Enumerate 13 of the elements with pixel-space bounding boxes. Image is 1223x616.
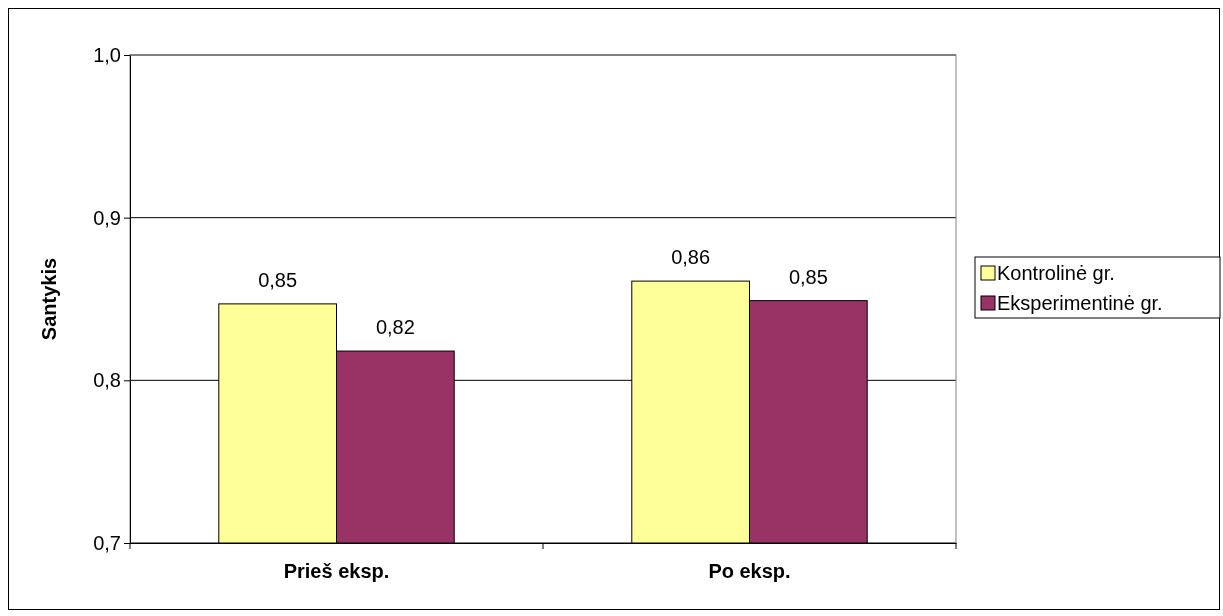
y-tick-label: 0,8 xyxy=(93,369,121,392)
data-label: 0,85 xyxy=(788,265,828,288)
data-label: 0,86 xyxy=(671,246,711,269)
x-tick-label: Prieš eksp. xyxy=(283,560,390,582)
y-axis-title: Santykis xyxy=(38,257,60,341)
y-tick-label: 0,9 xyxy=(93,206,121,229)
y-tick-label: 0,7 xyxy=(93,531,121,554)
x-tick-label: Po eksp. xyxy=(708,560,791,582)
legend-label: Eksperimentinė gr. xyxy=(997,292,1163,314)
data-label: 0,85 xyxy=(258,268,298,291)
y-tick-label: 1,0 xyxy=(93,43,121,66)
legend-label: Kontrolinė gr. xyxy=(997,262,1115,284)
data-label: 0,82 xyxy=(375,316,415,339)
